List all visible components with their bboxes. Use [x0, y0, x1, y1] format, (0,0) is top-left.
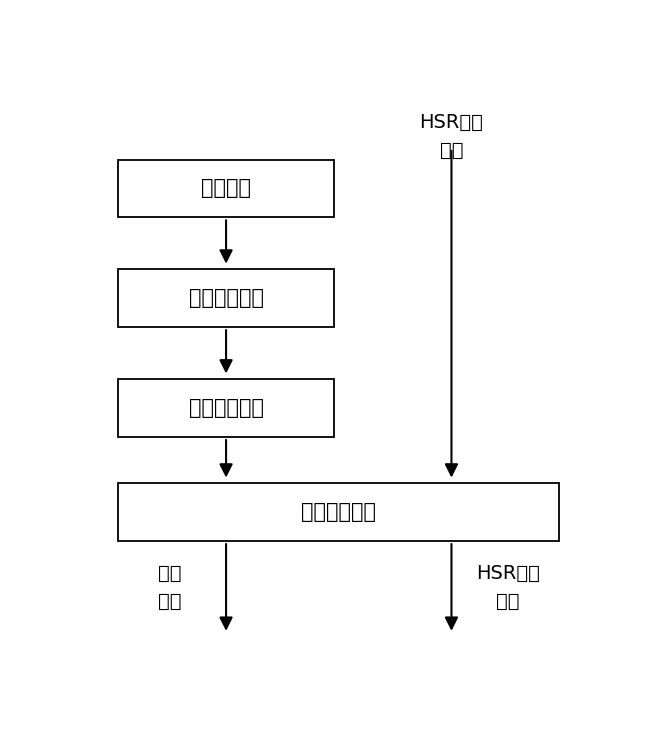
- Text: 同步输出控制: 同步输出控制: [301, 502, 376, 522]
- Text: HSR数据
接收: HSR数据 接收: [420, 113, 483, 160]
- Bar: [118, 159, 334, 217]
- Text: HSR数据
发送: HSR数据 发送: [476, 564, 540, 611]
- Text: 采样扰动检测: 采样扰动检测: [188, 288, 264, 309]
- Bar: [118, 270, 334, 327]
- Bar: [118, 379, 334, 437]
- Text: 高速采样: 高速采样: [201, 179, 251, 198]
- Text: 采样异常处理: 采样异常处理: [188, 398, 264, 418]
- Bar: [118, 484, 559, 541]
- Text: 保护
计算: 保护 计算: [158, 564, 182, 611]
